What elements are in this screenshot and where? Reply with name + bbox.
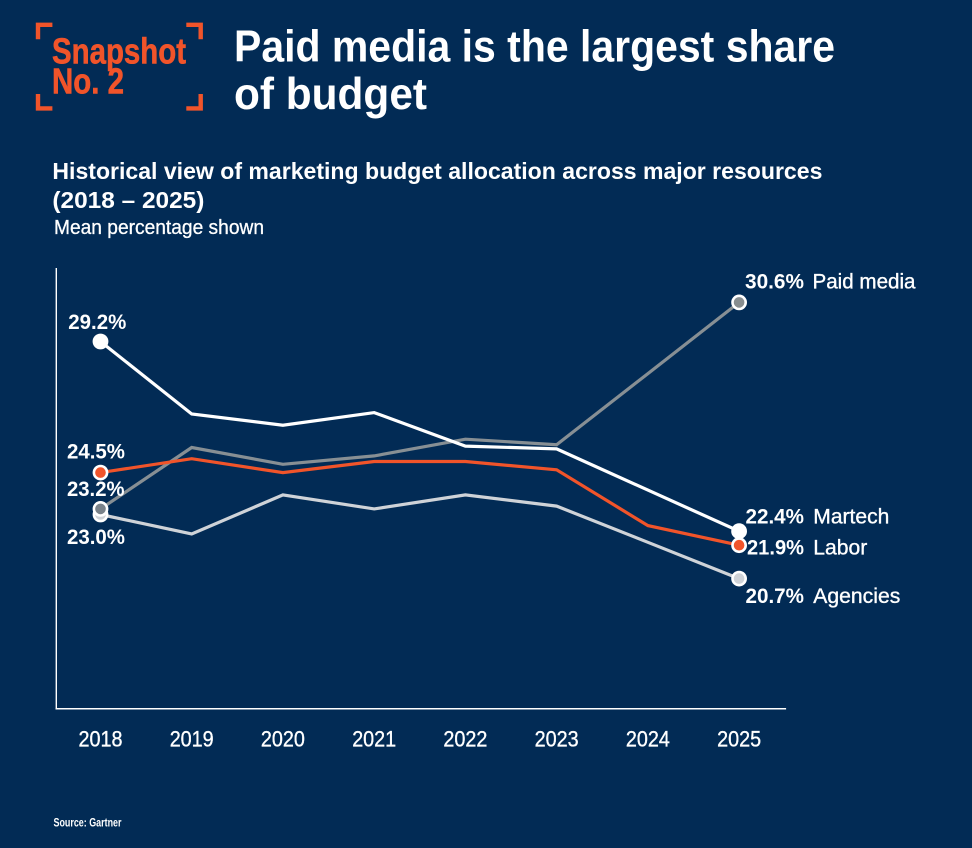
svg-text:2021: 2021 bbox=[352, 726, 396, 751]
svg-text:(2018 – 2025): (2018 – 2025) bbox=[52, 187, 204, 213]
svg-text:Martech: Martech bbox=[813, 506, 889, 529]
svg-text:29.2%: 29.2% bbox=[68, 311, 126, 334]
svg-text:of budget: of budget bbox=[234, 70, 427, 119]
svg-text:2020: 2020 bbox=[261, 726, 305, 751]
svg-text:Snapshot: Snapshot bbox=[52, 31, 186, 72]
svg-text:Paid media is the largest shar: Paid media is the largest share bbox=[234, 23, 835, 72]
svg-text:2019: 2019 bbox=[170, 726, 214, 751]
svg-text:Source: Gartner: Source: Gartner bbox=[54, 816, 122, 830]
svg-text:Paid media: Paid media bbox=[813, 271, 916, 294]
svg-text:2023: 2023 bbox=[535, 726, 579, 751]
svg-text:Historical view of marketing b: Historical view of marketing budget allo… bbox=[52, 158, 822, 184]
svg-text:2025: 2025 bbox=[717, 726, 761, 751]
svg-text:20.7%: 20.7% bbox=[746, 585, 805, 608]
svg-text:2024: 2024 bbox=[626, 726, 670, 751]
svg-text:24.5%: 24.5% bbox=[67, 440, 125, 463]
svg-text:22.4%: 22.4% bbox=[746, 506, 805, 529]
svg-text:Mean percentage shown: Mean percentage shown bbox=[54, 217, 264, 239]
svg-text:23.2%: 23.2% bbox=[67, 478, 125, 501]
svg-text:23.0%: 23.0% bbox=[67, 526, 125, 549]
svg-text:21.9%: 21.9% bbox=[747, 536, 804, 559]
svg-text:30.6%: 30.6% bbox=[745, 271, 804, 294]
svg-text:Agencies: Agencies bbox=[813, 585, 900, 608]
svg-text:No. 2: No. 2 bbox=[52, 60, 124, 101]
svg-text:2022: 2022 bbox=[443, 726, 487, 751]
svg-text:2018: 2018 bbox=[79, 726, 123, 751]
svg-text:Labor: Labor bbox=[813, 536, 867, 559]
